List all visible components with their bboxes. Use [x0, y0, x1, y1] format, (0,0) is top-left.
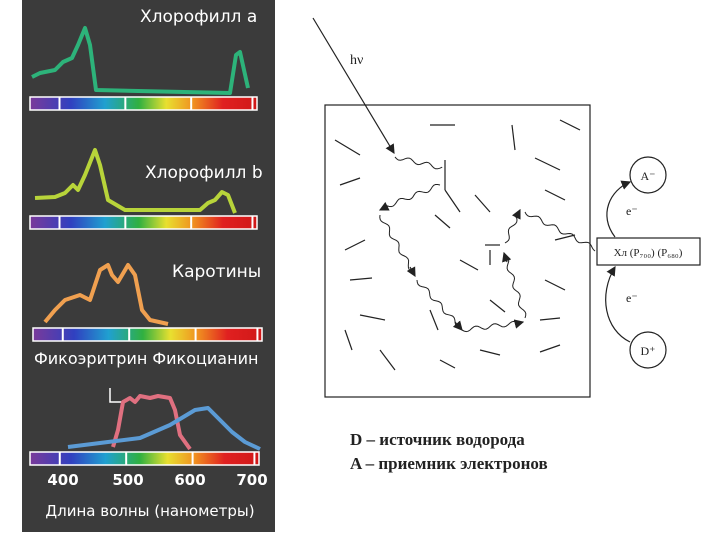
wavy-path [394, 156, 443, 170]
dash [334, 139, 361, 156]
scheme: hν A⁻ D⁺ Хл (P₇₀₀) (P₆₈₀) e⁻ e⁻ [312, 17, 701, 398]
electron-label: e⁻ [626, 291, 638, 305]
spectra-panel: Хлорофилл a Хлорофилл b Каротины Фикоэри… [22, 0, 275, 532]
wavy-path [504, 213, 518, 244]
arrow-head [502, 251, 512, 263]
acceptor-circle [629, 156, 667, 194]
wavy-path [379, 214, 412, 272]
dash [489, 299, 506, 313]
curve [31, 26, 250, 95]
wavelength: 500 [112, 471, 143, 489]
arrow-head [406, 266, 416, 278]
dash [349, 277, 373, 281]
dash [359, 314, 386, 321]
center-box [596, 237, 701, 266]
arrow-head [511, 208, 521, 220]
spectrum-bars [29, 96, 263, 466]
dash [379, 349, 396, 371]
rainbow-bar [29, 96, 258, 111]
wavy-path [461, 320, 519, 333]
wavelength: 600 [174, 471, 205, 489]
frame [324, 104, 591, 398]
dash [559, 119, 581, 131]
rainbow-bar [29, 451, 260, 466]
dash [439, 359, 456, 369]
dash [339, 177, 361, 186]
arrow-head [378, 201, 390, 211]
curve [111, 394, 192, 451]
wavy-path [384, 184, 441, 208]
electron-label: e⁻ [626, 204, 638, 218]
arrow [605, 265, 631, 343]
dash [511, 124, 516, 151]
wavy-path [416, 279, 457, 327]
panel-bg [22, 0, 275, 532]
dash [434, 214, 451, 229]
light-label: hν [350, 53, 363, 68]
dash [444, 189, 461, 213]
rainbow-bar [29, 215, 258, 230]
wavelength: 400 [47, 471, 78, 489]
acceptor-label: A⁻ [641, 169, 656, 183]
wavy-path [524, 211, 596, 252]
light-arrow [312, 17, 395, 155]
donor-circle [629, 331, 667, 369]
rainbow-bar [32, 327, 263, 342]
wavy-path [506, 257, 527, 319]
arrow-head [513, 319, 525, 329]
dash [459, 259, 479, 271]
dash [539, 317, 561, 321]
dash [344, 239, 366, 251]
dash [544, 189, 566, 201]
dash [479, 349, 501, 356]
center-label: Хл (P₇₀₀) (P₆₈₀) [614, 247, 683, 259]
dash [544, 279, 566, 291]
curve [43, 263, 169, 326]
donor-label: D⁺ [641, 344, 656, 358]
pigment-label: Каротины [172, 262, 261, 282]
dash [534, 157, 561, 171]
arrow-head [452, 320, 463, 331]
pigment-label: Хлорофилл a [140, 7, 257, 27]
axis-label: Длина волны (нанометры) [45, 502, 254, 520]
dash [429, 309, 439, 331]
dash [554, 234, 576, 241]
curve [34, 148, 237, 214]
legend-line: A – приемник электронов [350, 454, 548, 473]
arrow [606, 180, 632, 238]
pigment-label: Хлорофилл b [145, 163, 263, 183]
pigment-label: Фикоэритрин Фикоцианин [34, 349, 258, 368]
bracket [109, 388, 122, 403]
dash [539, 344, 561, 353]
dash [344, 329, 353, 351]
dash [474, 194, 491, 213]
curve [67, 406, 261, 451]
wavelength: 700 [236, 471, 267, 489]
legend-line: D – источник водорода [350, 430, 525, 449]
